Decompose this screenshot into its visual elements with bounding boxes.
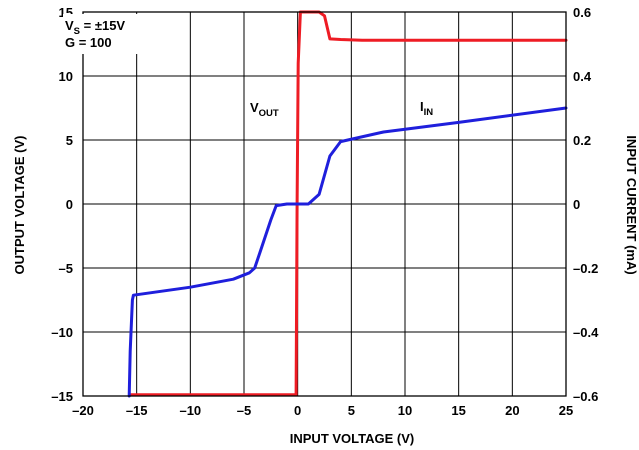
gain-label: G = 100 <box>65 35 112 50</box>
y2-tick-label: 0 <box>573 197 580 212</box>
y2-axis-title: INPUT CURRENT (mA) <box>624 135 639 274</box>
x-tick-label: 20 <box>505 403 519 418</box>
conditions-box <box>63 14 145 54</box>
y-tick-label: –10 <box>51 325 73 340</box>
x-axis-title: INPUT VOLTAGE (V) <box>290 431 414 446</box>
y2-tick-label: 0.4 <box>573 69 592 84</box>
y-axis-title: OUTPUT VOLTAGE (V) <box>12 136 27 275</box>
iin-series-label: IIN <box>420 99 433 118</box>
x-tick-label: –20 <box>72 403 94 418</box>
y-tick-label: –15 <box>51 389 73 404</box>
vout-series-line <box>129 10 568 397</box>
y2-tick-label: –0.2 <box>573 261 598 276</box>
x-tick-label: –10 <box>179 403 201 418</box>
iin-label-bg <box>418 97 444 119</box>
y-tick-label: 10 <box>59 69 73 84</box>
x-tick-label: –15 <box>126 403 148 418</box>
supply-voltage-label: VS = ±15V <box>65 18 125 37</box>
x-tick-label: 0 <box>294 403 301 418</box>
y-tick-label: 0 <box>66 197 73 212</box>
y2-tick-label: –0.6 <box>573 389 598 404</box>
y2-tick-label: 0.6 <box>573 5 591 20</box>
x-tick-label: 5 <box>348 403 355 418</box>
x-tick-label: 25 <box>559 403 573 418</box>
x-tick-label: –5 <box>237 403 251 418</box>
y-tick-label: 5 <box>66 133 73 148</box>
vout-label-bg <box>248 97 292 119</box>
x-tick-label: 10 <box>398 403 412 418</box>
y-tick-label: –5 <box>59 261 73 276</box>
vout-series-label: VOUT <box>250 100 279 119</box>
plot-area <box>127 10 568 398</box>
grid-lines <box>82 11 567 397</box>
y2-tick-label: –0.4 <box>573 325 599 340</box>
plot-frame <box>82 11 567 397</box>
y2-tick-label: 0.2 <box>573 133 591 148</box>
x-tick-label: 15 <box>451 403 465 418</box>
iin-series-line <box>127 106 568 398</box>
